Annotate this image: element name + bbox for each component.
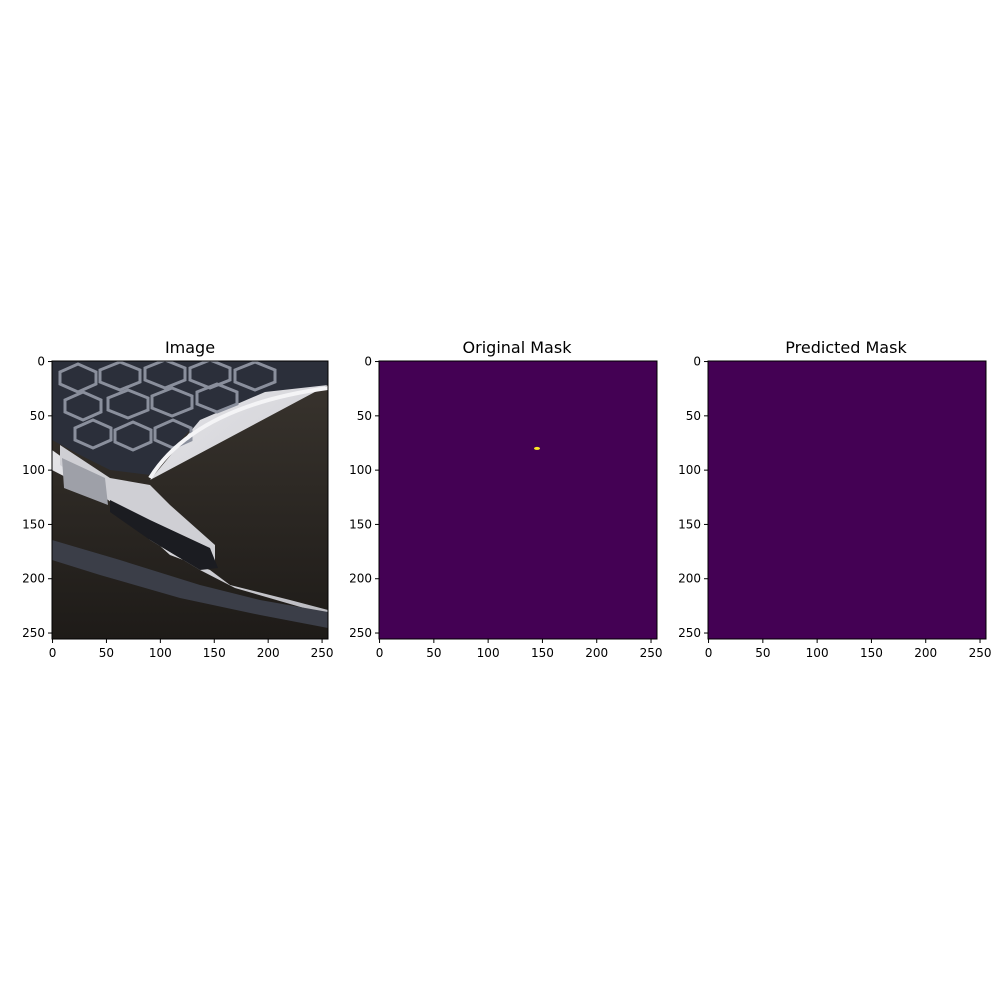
x-tick-label: 150	[860, 646, 883, 660]
x-tick-label: 100	[477, 646, 500, 660]
x-tick-label: 50	[99, 646, 114, 660]
y-tick-label: 250	[22, 626, 45, 640]
x-tick-label: 100	[149, 646, 172, 660]
y-tick-label: 0	[693, 355, 701, 369]
mask-image-original	[379, 361, 657, 639]
mask-highlight-blob	[534, 446, 541, 450]
y-tick-label: 250	[349, 626, 372, 640]
mask-image-predicted	[708, 361, 986, 639]
x-tick-label: 250	[640, 646, 663, 660]
panel-title-predicted-mask: Predicted Mask	[785, 338, 907, 357]
y-tick-label: 150	[678, 517, 701, 531]
y-tick-label: 100	[678, 463, 701, 477]
panel-predicted-mask: Predicted Mask 0 50 100 150 200 250 0 50 100 150 2…	[678, 338, 991, 660]
y-tick-label: 0	[364, 355, 372, 369]
x-tick-label: 50	[426, 646, 441, 660]
y-tick-label: 0	[37, 355, 45, 369]
x-tick-label: 150	[203, 646, 226, 660]
x-tick-label: 250	[311, 646, 334, 660]
x-tick-label: 150	[531, 646, 554, 660]
y-tick-label: 100	[349, 463, 372, 477]
y-tick-label: 200	[22, 572, 45, 586]
x-tick-label: 50	[755, 646, 770, 660]
x-tick-label: 200	[914, 646, 937, 660]
x-tick-label: 0	[705, 646, 713, 660]
x-tick-label: 200	[585, 646, 608, 660]
y-tick-label: 200	[678, 572, 701, 586]
x-tick-label: 200	[257, 646, 280, 660]
x-tick-label: 250	[969, 646, 992, 660]
panel-title-image: Image	[165, 338, 215, 357]
y-tick-label: 200	[349, 572, 372, 586]
y-tick-label: 250	[678, 626, 701, 640]
y-tick-label: 50	[30, 409, 45, 423]
y-tick-label: 150	[349, 517, 372, 531]
x-tick-label: 0	[376, 646, 384, 660]
x-tick-label: 0	[49, 646, 57, 660]
panel-title-original-mask: Original Mask	[463, 338, 573, 357]
y-tick-label: 50	[686, 409, 701, 423]
y-tick-label: 100	[22, 463, 45, 477]
mask-highlight-group	[534, 446, 541, 450]
car-photo	[52, 361, 328, 639]
panel-image: Image	[22, 338, 333, 660]
panel-original-mask: Original Mask 0 50 100 150 200 250 0 50 100 150 20…	[349, 338, 662, 660]
y-tick-label: 150	[22, 517, 45, 531]
y-tick-label: 50	[357, 409, 372, 423]
x-tick-label: 100	[806, 646, 829, 660]
